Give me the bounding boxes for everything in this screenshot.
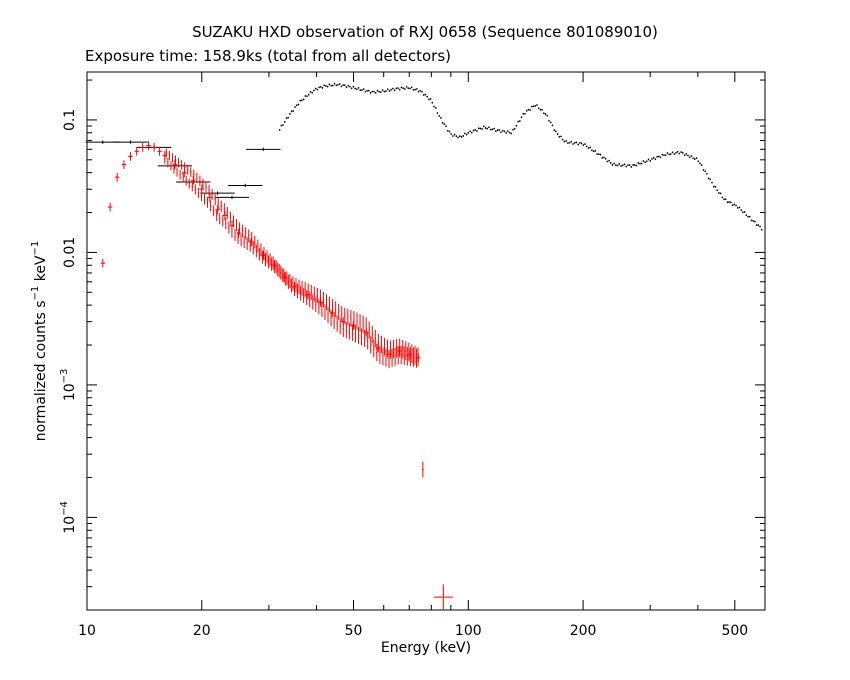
y-axis-label-unit: keV bbox=[33, 255, 49, 286]
y-tick-label: 10−3 bbox=[59, 369, 78, 402]
series-0 bbox=[85, 82, 763, 231]
x-axis-label: Energy (keV) bbox=[381, 640, 471, 656]
x-tick-label: 500 bbox=[721, 623, 748, 639]
x-tick-label: 100 bbox=[455, 623, 482, 639]
chart-subtitle: Exposure time: 158.9ks (total from all d… bbox=[85, 47, 451, 65]
y-tick-label-base: 0.01 bbox=[62, 237, 78, 268]
series-1 bbox=[100, 141, 453, 610]
x-tick-label: 200 bbox=[570, 623, 597, 639]
y-axis-label: normalized counts s−1 keV−1 bbox=[30, 241, 49, 442]
x-tick-label: 20 bbox=[193, 623, 211, 639]
x-ticks: 10 20 50 100 200 500 bbox=[78, 72, 748, 639]
y-axis-label-main: normalized counts s bbox=[33, 300, 49, 441]
y-axis-label-exp-2: −1 bbox=[30, 241, 41, 256]
series-layer bbox=[85, 82, 763, 610]
y-ticks: 10−410−30.010.1 bbox=[59, 79, 765, 588]
y-tick-label: 0.1 bbox=[62, 109, 78, 131]
y-tick-label-exp: −3 bbox=[59, 369, 70, 384]
y-tick-label-base: 10 bbox=[62, 516, 78, 534]
x-tick-label: 50 bbox=[345, 623, 363, 639]
x-tick-label: 10 bbox=[78, 623, 96, 639]
y-tick-label-base: 10 bbox=[62, 383, 78, 401]
y-tick-label-base: 0.1 bbox=[62, 109, 78, 131]
y-tick-label: 10−4 bbox=[59, 501, 78, 534]
y-tick-label-exp: −4 bbox=[59, 501, 70, 516]
chart-title: SUZAKU HXD observation of RXJ 0658 (Sequ… bbox=[192, 23, 658, 41]
y-axis-label-exp-1: −1 bbox=[30, 286, 41, 301]
y-tick-label: 0.01 bbox=[62, 237, 78, 268]
plot-frame bbox=[86, 71, 766, 611]
